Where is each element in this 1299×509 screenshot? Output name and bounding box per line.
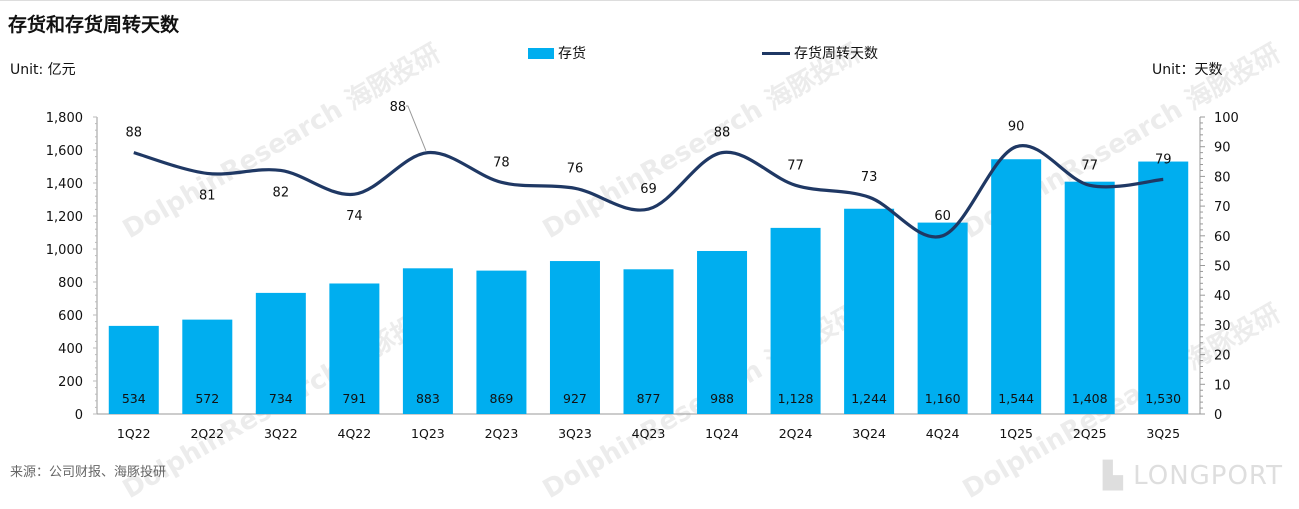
- bar-data-label: 1,128: [778, 391, 814, 406]
- left-axis-tick-label: 1,400: [46, 177, 83, 192]
- bar-data-label: 988: [710, 391, 734, 406]
- left-axis-tick-label: 400: [58, 342, 83, 357]
- x-tick-label: 2Q23: [485, 426, 519, 441]
- x-tick-label: 3Q24: [852, 426, 886, 441]
- bar-data-label: 877: [637, 391, 661, 406]
- bar: [108, 325, 159, 414]
- right-axis-tick-label: 80: [1214, 170, 1231, 185]
- bar: [549, 261, 600, 414]
- line-data-label: 77: [1081, 158, 1098, 173]
- leader-line: [405, 105, 427, 151]
- bar: [697, 250, 748, 414]
- bar: [623, 269, 674, 414]
- left-axis-tick-label: 600: [58, 309, 83, 324]
- chart-title: 存货和存货周转天数: [8, 14, 180, 36]
- bar: [402, 268, 453, 414]
- right-axis-tick-label: 100: [1214, 111, 1239, 126]
- bar: [476, 270, 527, 414]
- line-data-label: 88: [125, 126, 142, 141]
- bar-data-label: 1,408: [1072, 391, 1108, 406]
- bar-data-label: 734: [269, 391, 293, 406]
- bar-data-label: 883: [416, 391, 440, 406]
- line-data-label: 60: [934, 209, 951, 224]
- legend-label: 存货: [558, 46, 586, 62]
- legend-swatch-bar: [528, 47, 554, 59]
- legend-item-line: 存货周转天数: [762, 43, 878, 63]
- right-axis-tick-label: 70: [1214, 200, 1231, 215]
- line-data-label: 81: [199, 188, 216, 203]
- bar: [255, 292, 306, 414]
- legend-swatch-line: [762, 51, 790, 55]
- right-axis-tick-label: 30: [1214, 319, 1231, 334]
- bar: [844, 208, 895, 414]
- bar-data-label: 572: [195, 391, 219, 406]
- left-axis-tick-label: 1,800: [46, 111, 83, 126]
- x-tick-label: 1Q23: [411, 426, 445, 441]
- x-tick-label: 2Q22: [190, 426, 224, 441]
- line-data-label: 74: [346, 209, 363, 224]
- x-tick-label: 1Q24: [705, 426, 739, 441]
- x-tick-label: 2Q25: [1073, 426, 1107, 441]
- line-series: [133, 144, 1164, 239]
- right-axis-tick-label: 40: [1214, 289, 1231, 304]
- left-axis-tick-label: 1,600: [46, 144, 83, 159]
- right-axis-tick-label: 0: [1214, 408, 1222, 423]
- bar-data-label: 1,544: [998, 391, 1034, 406]
- bar-data-label: 869: [490, 391, 514, 406]
- x-tick-label: 4Q22: [338, 426, 372, 441]
- left-axis-tick-label: 800: [58, 276, 83, 291]
- right-axis-tick-label: 50: [1214, 260, 1231, 275]
- line-data-label: 82: [273, 185, 290, 200]
- bar-data-label: 1,530: [1145, 391, 1181, 406]
- line-data-label: 69: [640, 182, 657, 197]
- bar: [991, 159, 1042, 414]
- line-data-label: 90: [1008, 120, 1025, 135]
- x-tick-label: 2Q24: [779, 426, 813, 441]
- right-axis-tick-label: 90: [1214, 141, 1231, 156]
- bar: [1064, 181, 1115, 414]
- left-axis-tick-label: 1,000: [46, 243, 83, 258]
- left-axis-tick-label: 0: [75, 408, 83, 423]
- longport-logo: ▙ LONGPORT: [1102, 461, 1283, 491]
- line-data-label: 79: [1155, 152, 1172, 167]
- source-note: 来源：公司财报、海豚投研: [10, 465, 167, 480]
- x-tick-label: 3Q22: [264, 426, 298, 441]
- right-axis-tick-label: 20: [1214, 349, 1231, 364]
- bar-data-label: 791: [342, 391, 366, 406]
- bar: [329, 283, 380, 414]
- line-data-label: 78: [493, 155, 510, 170]
- line-data-label: 88: [390, 100, 407, 115]
- bar-data-label: 1,244: [851, 391, 887, 406]
- legend-item-bar: 存货: [528, 43, 586, 63]
- right-axis-tick-label: 10: [1214, 378, 1231, 393]
- left-axis-tick-label: 1,200: [46, 210, 83, 225]
- bar-data-label: 534: [122, 391, 146, 406]
- line-data-label: 77: [787, 158, 804, 173]
- bar: [770, 227, 821, 414]
- bar-data-label: 927: [563, 391, 587, 406]
- line-data-label: 76: [567, 161, 584, 176]
- right-axis-tick-label: 60: [1214, 230, 1231, 245]
- x-tick-label: 1Q22: [117, 426, 151, 441]
- bar: [1138, 161, 1189, 414]
- bar: [917, 222, 968, 414]
- bar-data-label: 1,160: [925, 391, 961, 406]
- line-data-label: 88: [714, 126, 731, 141]
- x-tick-label: 3Q25: [1146, 426, 1180, 441]
- legend-label: 存货周转天数: [794, 46, 878, 62]
- right-unit-label: Unit：天数: [1152, 62, 1223, 78]
- bar: [182, 319, 233, 414]
- x-tick-label: 4Q23: [632, 426, 666, 441]
- left-unit-label: Unit: 亿元: [10, 62, 76, 78]
- x-tick-label: 4Q24: [926, 426, 960, 441]
- line-data-label: 73: [861, 170, 878, 185]
- x-tick-label: 3Q23: [558, 426, 592, 441]
- left-axis-tick-label: 200: [58, 375, 83, 390]
- x-tick-label: 1Q25: [999, 426, 1033, 441]
